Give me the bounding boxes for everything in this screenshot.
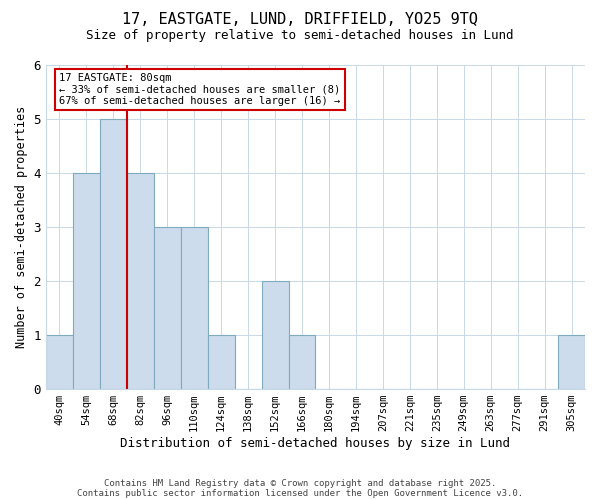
Bar (208, 335, 235, 389)
Text: Size of property relative to semi-detached houses in Lund: Size of property relative to semi-detach… (86, 29, 514, 42)
Bar (289, 335, 316, 389)
Text: Contains public sector information licensed under the Open Government Licence v3: Contains public sector information licen… (77, 488, 523, 498)
Bar (154, 227, 181, 389)
Bar (46, 335, 73, 389)
Bar (100, 119, 127, 389)
Bar (181, 227, 208, 389)
Bar (73, 173, 100, 389)
Bar (127, 173, 154, 389)
Text: 17, EASTGATE, LUND, DRIFFIELD, YO25 9TQ: 17, EASTGATE, LUND, DRIFFIELD, YO25 9TQ (122, 12, 478, 28)
Y-axis label: Number of semi-detached properties: Number of semi-detached properties (15, 106, 28, 348)
Text: Contains HM Land Registry data © Crown copyright and database right 2025.: Contains HM Land Registry data © Crown c… (104, 478, 496, 488)
Bar (558, 335, 585, 389)
X-axis label: Distribution of semi-detached houses by size in Lund: Distribution of semi-detached houses by … (121, 437, 511, 450)
Text: 17 EASTGATE: 80sqm
← 33% of semi-detached houses are smaller (8)
67% of semi-det: 17 EASTGATE: 80sqm ← 33% of semi-detache… (59, 73, 341, 106)
Bar (262, 281, 289, 389)
